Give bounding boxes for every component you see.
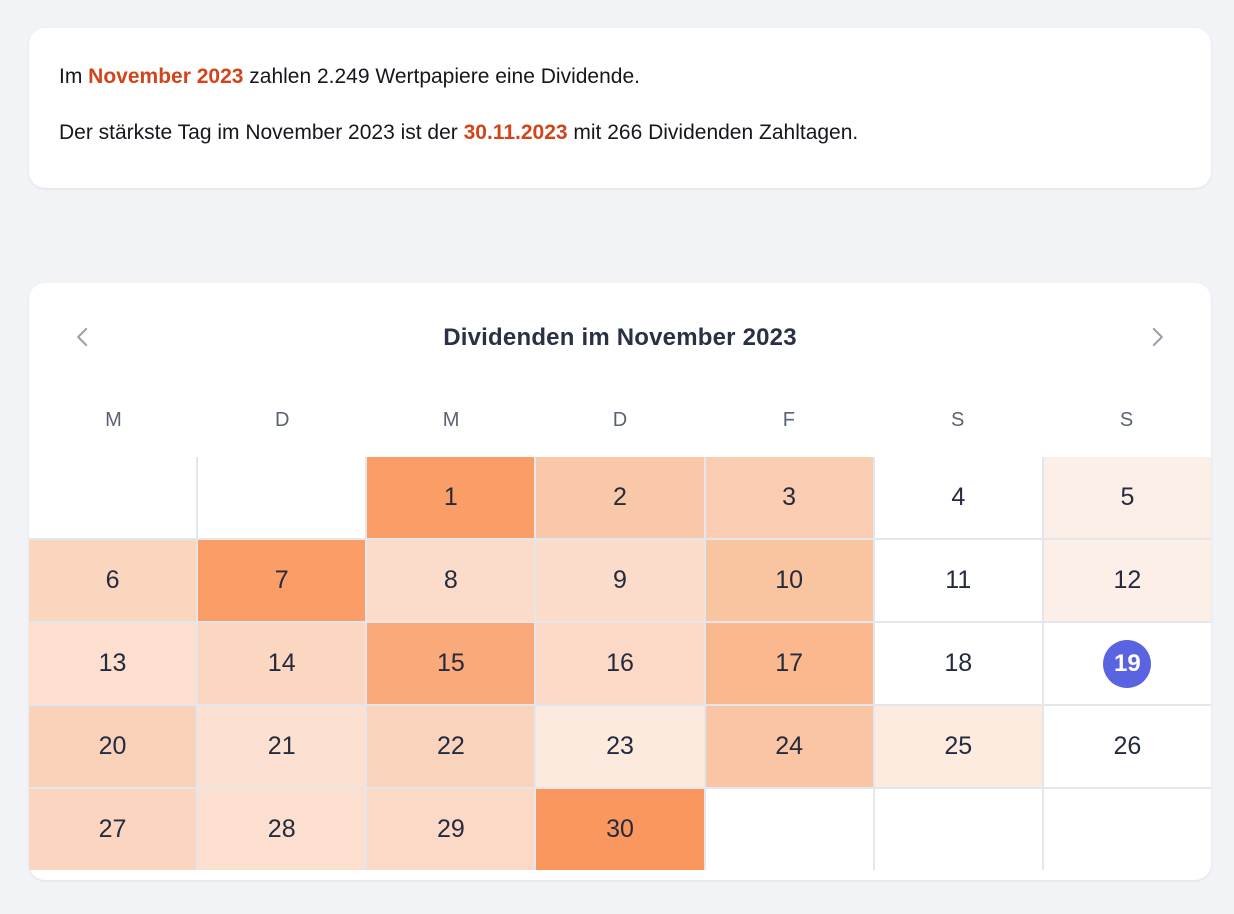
day-cell-13[interactable]: 13 xyxy=(29,623,197,704)
calendar-grid: 1 2 3 4 5 6 7 8 9 10 11 12 13 14 15 16 17 18 19 20 21 22 23 24 2… xyxy=(29,457,1211,870)
weekday-label: S xyxy=(1119,409,1134,431)
summary-line-1-prefix: Im xyxy=(59,65,89,88)
day-cell-20[interactable]: 20 xyxy=(29,706,197,787)
day-cell-26[interactable]: 26 xyxy=(1043,706,1211,787)
day-cell-17[interactable]: 17 xyxy=(705,623,873,704)
empty-cell xyxy=(705,789,873,870)
calendar-header: Dividenden im November 2023 xyxy=(29,283,1211,355)
weekday-label: D xyxy=(275,409,290,431)
day-cell-1[interactable]: 1 xyxy=(367,457,535,538)
prev-month-button[interactable] xyxy=(69,324,97,352)
weekday-label: S xyxy=(951,409,965,431)
summary-line-2: Der stärkste Tag im November 2023 ist de… xyxy=(59,118,1181,148)
today-badge: 19 xyxy=(1103,639,1152,688)
day-cell-19[interactable]: 19 xyxy=(1043,623,1211,704)
page: Im November 2023 zahlen 2.249 Wertpapier… xyxy=(29,28,1211,880)
weekday-label: D xyxy=(612,409,628,431)
empty-cell xyxy=(1043,789,1211,870)
day-cell-8[interactable]: 8 xyxy=(367,540,535,621)
weekday-label: M xyxy=(442,409,460,431)
summary-line-1-highlight: November 2023 xyxy=(88,65,244,88)
summary-line-1-suffix: zahlen 2.249 Wertpapiere eine Dividende. xyxy=(243,65,640,88)
day-cell-21[interactable]: 21 xyxy=(198,706,366,787)
day-cell-3[interactable]: 3 xyxy=(705,457,873,538)
empty-cell xyxy=(874,789,1042,870)
day-cell-2[interactable]: 2 xyxy=(536,457,704,538)
day-cell-30[interactable]: 30 xyxy=(536,789,704,870)
chevron-left-icon xyxy=(70,324,96,353)
next-month-button[interactable] xyxy=(1143,324,1171,352)
weekday-label: M xyxy=(105,409,122,431)
day-cell-28[interactable]: 28 xyxy=(198,789,366,870)
day-cell-6[interactable]: 6 xyxy=(29,540,197,621)
day-cell-15[interactable]: 15 xyxy=(367,623,535,704)
summary-line-2-prefix: Der stärkste Tag im November 2023 ist de… xyxy=(59,121,464,144)
day-cell-16[interactable]: 16 xyxy=(536,623,704,704)
day-cell-18[interactable]: 18 xyxy=(874,623,1042,704)
calendar-title: Dividenden im November 2023 xyxy=(443,324,797,351)
empty-cell xyxy=(29,457,197,538)
weekday-label: F xyxy=(782,409,795,431)
day-cell-14[interactable]: 14 xyxy=(198,623,366,704)
day-cell-25[interactable]: 25 xyxy=(874,706,1042,787)
chevron-right-icon xyxy=(1144,324,1170,353)
summary-line-2-suffix: mit 266 Dividenden Zahltagen. xyxy=(567,121,859,144)
empty-cell xyxy=(198,457,366,538)
day-cell-29[interactable]: 29 xyxy=(367,789,535,870)
day-cell-27[interactable]: 27 xyxy=(29,789,197,870)
day-cell-9[interactable]: 9 xyxy=(536,540,704,621)
day-cell-7[interactable]: 7 xyxy=(198,540,366,621)
day-cell-23[interactable]: 23 xyxy=(536,706,704,787)
day-cell-12[interactable]: 12 xyxy=(1043,540,1211,621)
day-cell-24[interactable]: 24 xyxy=(705,706,873,787)
day-cell-4[interactable]: 4 xyxy=(874,457,1042,538)
day-cell-22[interactable]: 22 xyxy=(367,706,535,787)
summary-card: Im November 2023 zahlen 2.249 Wertpapier… xyxy=(29,28,1211,188)
day-cell-5[interactable]: 5 xyxy=(1043,457,1211,538)
summary-line-1: Im November 2023 zahlen 2.249 Wertpapier… xyxy=(59,62,1181,92)
day-cell-11[interactable]: 11 xyxy=(874,540,1042,621)
summary-line-2-highlight: 30.11.2023 xyxy=(463,121,568,144)
day-cell-10[interactable]: 10 xyxy=(705,540,873,621)
